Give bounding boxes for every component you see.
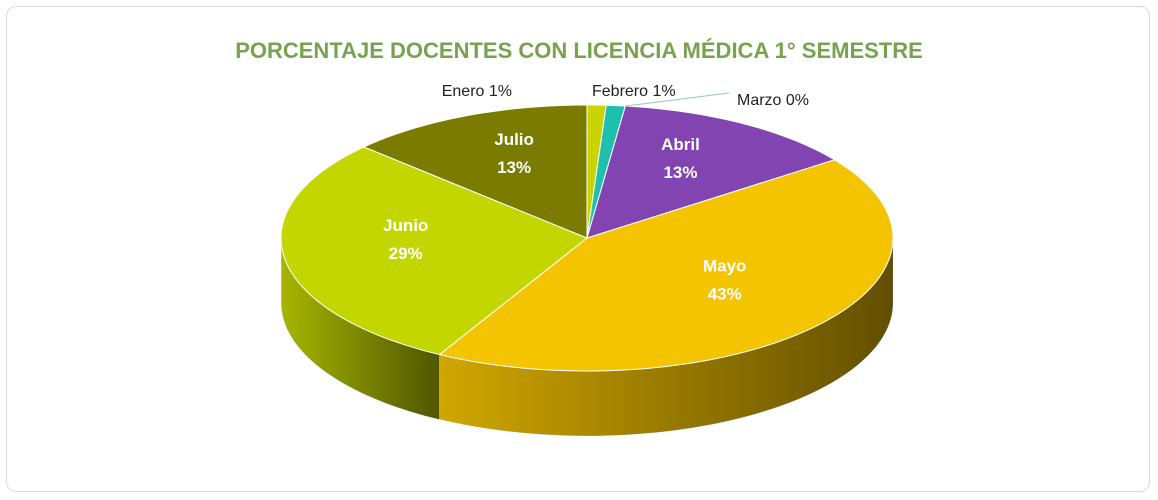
value-label: 0% (786, 92, 809, 109)
pie-slice (362, 104, 588, 239)
value-label: 1% (489, 83, 512, 100)
value-label: 1% (652, 83, 675, 100)
chart-title: PORCENTAJE DOCENTES CON LICENCIA MÉDICA … (235, 38, 923, 63)
category-name: Mayo (703, 256, 746, 275)
leader-line (625, 92, 730, 107)
pie-side-shade (281, 238, 440, 420)
data-label: Febrero 1% (592, 83, 676, 100)
data-label: Marzo 0% (737, 92, 809, 109)
value-label: 29% (389, 244, 423, 263)
value-label: 13% (497, 158, 531, 177)
category-name: Marzo (737, 92, 782, 109)
chart-card (6, 6, 1150, 492)
pie-slice (280, 146, 588, 356)
category-name: Enero (442, 83, 485, 100)
pie-slice (586, 105, 836, 239)
pie-side-shade (439, 238, 893, 436)
value-label: 13% (663, 163, 697, 182)
data-label: Enero 1% (442, 83, 512, 100)
category-name: Julio (494, 130, 534, 149)
category-name: Junio (383, 216, 428, 235)
category-name: Febrero (592, 83, 648, 100)
pie-slice (438, 159, 894, 372)
value-label: 43% (708, 284, 742, 303)
category-name: Abril (661, 135, 700, 154)
